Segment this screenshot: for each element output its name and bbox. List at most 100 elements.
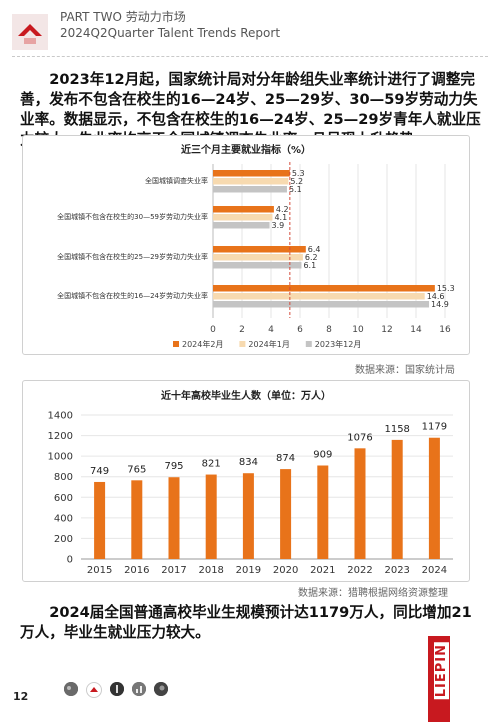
chart1-value-label: 15.3	[437, 284, 455, 293]
chart1-bar	[213, 170, 290, 177]
chart1-legend-label: 2024年1月	[248, 339, 289, 349]
chart1-bar	[213, 186, 287, 193]
chart2-bar	[317, 465, 329, 559]
chart2-value-label: 909	[313, 450, 332, 461]
chart1-x-tick-label: 6	[297, 325, 303, 335]
chart1-x-tick-label: 0	[210, 325, 216, 335]
chart2-value-label: 874	[276, 453, 295, 464]
chart1-category-label: 全国城镇不包含在校生的30—59岁劳动力失业率	[57, 212, 208, 221]
photo-thumb-icon	[64, 682, 78, 696]
report-subtitle: 2024Q2Quarter Talent Trends Report	[60, 26, 281, 40]
photo-thumb-icon	[154, 682, 168, 696]
chart2-source: 数据来源：猎聘根据网络资源整理	[298, 588, 448, 599]
chart1-x-tick-label: 4	[268, 325, 274, 335]
chart2-value-label: 1076	[347, 432, 372, 443]
chart2-x-tick-label: 2019	[236, 565, 261, 576]
chart1-x-tick-label: 14	[410, 325, 422, 335]
page-number: 12	[13, 690, 29, 703]
chart1-value-label: 4.2	[276, 205, 289, 214]
chart1-legend-label: 2023年12月	[315, 339, 362, 349]
brand-logo: LIEPIN	[434, 642, 449, 700]
chart2-bar	[242, 473, 254, 559]
chart1-value-label: 3.9	[272, 221, 285, 230]
chart2-y-tick-label: 600	[54, 493, 73, 504]
unemployment-chart-svg: 近三个月主要就业指标（%）0 2 4 6 8 10 12 14 16全国城镇调查失业率5.35.…	[57, 143, 455, 349]
chart1-bar	[213, 254, 303, 261]
graduates-chart: 近十年高校毕业生人数（单位：万人） 0 200 400 600 800 1000 1200 14…	[22, 380, 470, 582]
chart2-bar	[391, 439, 403, 559]
chart2-x-tick-label: 2015	[87, 565, 112, 576]
chart2-y-tick-label: 0	[67, 555, 73, 566]
chart1-x-tick-label: 16	[439, 325, 451, 335]
chart1-value-label: 5.2	[290, 177, 303, 186]
chart1-legend-swatch	[305, 341, 312, 347]
chart1-legend-label: 2024年2月	[182, 339, 223, 349]
chart1-value-label: 5.3	[292, 169, 305, 178]
chart2-y-tick-label: 1200	[48, 431, 73, 442]
chart2-bar	[168, 477, 180, 559]
chart1-bar	[213, 285, 435, 292]
chart2-value-label: 834	[239, 457, 258, 468]
chart2-bar	[280, 469, 292, 559]
chart2-bar	[94, 481, 106, 559]
chart2-y-tick-label: 1000	[48, 452, 73, 463]
chart2-bar	[131, 480, 143, 559]
chart2-y-tick-label: 800	[54, 472, 73, 483]
chart1-bar	[213, 214, 273, 221]
chart2-y-tick-label: 1400	[48, 411, 73, 422]
chart2-title: 近十年高校毕业生人数（单位：万人）	[161, 389, 331, 402]
chart1-bar	[213, 206, 274, 213]
chart2-x-tick-label: 2016	[124, 565, 149, 576]
chart2-value-label: 795	[164, 461, 183, 472]
chart2-x-tick-label: 2021	[310, 565, 335, 576]
footer-thumbnails	[64, 682, 168, 698]
chart2-x-tick-label: 2018	[198, 565, 223, 576]
chart1-category-label: 全国城镇调查失业率	[145, 176, 208, 185]
chart1-value-label: 5.1	[289, 185, 302, 194]
chart1-value-label: 14.9	[431, 300, 449, 309]
chart2-bar	[354, 448, 366, 559]
chart1-bar	[213, 178, 289, 185]
chart1-legend-swatch	[239, 341, 246, 347]
chart1-bar	[213, 293, 425, 300]
chart1-bar	[213, 301, 430, 308]
chart2-x-tick-label: 2023	[384, 565, 409, 576]
chart1-value-label: 6.4	[308, 245, 321, 254]
chart-thumb-icon	[132, 682, 146, 696]
chart2-y-tick-label: 400	[54, 513, 73, 524]
chart1-source: 数据来源：国家统计局	[355, 365, 455, 376]
chart1-bar	[213, 222, 270, 229]
chart2-value-label: 821	[202, 459, 221, 470]
section-title: PART TWO 劳动力市场	[60, 10, 186, 24]
chart1-x-tick-label: 8	[326, 325, 332, 335]
chart1-category-label: 全国城镇不包含在校生的25—29岁劳动力失业率	[57, 252, 208, 261]
chart2-bar	[428, 437, 440, 559]
chart2-x-tick-label: 2024	[422, 565, 447, 576]
report-logo-icon	[12, 14, 48, 50]
chart1-value-label: 6.2	[305, 253, 318, 262]
chart1-value-label: 6.1	[303, 261, 316, 270]
chart1-x-tick-label: 2	[239, 325, 245, 335]
conclusion-paragraph: 2024届全国普通高校毕业生规模预计达1179万人，同比增加21万人，毕业生就业…	[20, 604, 472, 641]
chart2-value-label: 1158	[384, 424, 409, 435]
chart1-title: 近三个月主要就业指标（%）	[181, 143, 311, 156]
chart1-bar	[213, 262, 302, 269]
chart2-bar	[205, 474, 217, 559]
chart1-x-tick-label: 12	[381, 325, 392, 335]
graduates-chart-svg: 近十年高校毕业生人数（单位：万人） 0 200 400 600 800 1000 1200 14…	[48, 389, 453, 576]
chart1-legend-swatch	[173, 341, 179, 347]
logo-thumb-icon	[86, 682, 102, 698]
chart1-value-label: 4.1	[274, 213, 287, 222]
chart2-x-tick-label: 2020	[273, 565, 298, 576]
chart1-category-label: 全国城镇不包含在校生的16—24岁劳动力失业率	[57, 291, 208, 300]
chart2-value-label: 749	[90, 466, 109, 477]
chart2-value-label: 1179	[422, 422, 447, 433]
person-thumb-icon	[110, 682, 124, 696]
chart1-value-label: 14.6	[427, 292, 445, 301]
chart2-y-tick-label: 200	[54, 534, 73, 545]
chart2-x-tick-label: 2022	[347, 565, 372, 576]
chart2-x-tick-label: 2017	[161, 565, 186, 576]
unemployment-chart: 近三个月主要就业指标（%） 0 2 4 6 8 10 12 14 16 全国城镇调查失业率 5.3 5.…	[22, 135, 470, 355]
header-divider	[12, 56, 488, 57]
chart1-bar	[213, 246, 306, 253]
